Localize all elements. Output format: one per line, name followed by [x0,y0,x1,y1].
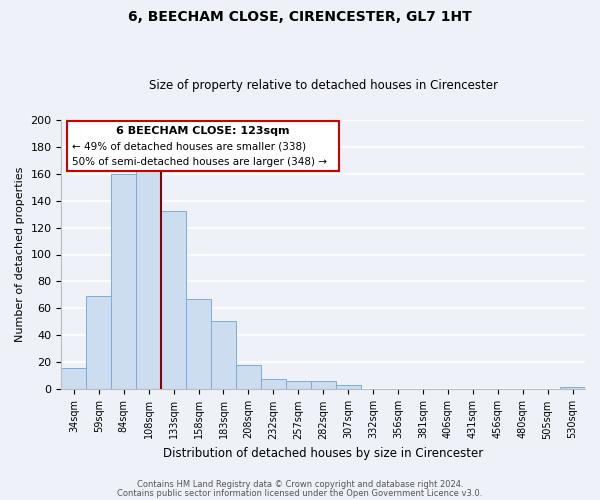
Title: Size of property relative to detached houses in Cirencester: Size of property relative to detached ho… [149,79,498,92]
Bar [186,299,211,390]
Text: Contains HM Land Registry data © Crown copyright and database right 2024.: Contains HM Land Registry data © Crown c… [137,480,463,489]
Bar [560,386,585,390]
Bar [286,382,311,390]
X-axis label: Distribution of detached houses by size in Cirencester: Distribution of detached houses by size … [163,447,484,460]
Bar [86,296,111,390]
Text: ← 49% of detached houses are smaller (338): ← 49% of detached houses are smaller (33… [72,142,306,152]
Bar [311,382,335,390]
Text: 6 BEECHAM CLOSE: 123sqm: 6 BEECHAM CLOSE: 123sqm [116,126,290,136]
Bar [111,174,136,390]
Bar [261,378,286,390]
Bar [335,386,361,390]
Y-axis label: Number of detached properties: Number of detached properties [15,167,25,342]
Bar [236,365,261,390]
Text: 6, BEECHAM CLOSE, CIRENCESTER, GL7 1HT: 6, BEECHAM CLOSE, CIRENCESTER, GL7 1HT [128,10,472,24]
Bar [61,368,86,390]
Bar [136,170,161,390]
Text: Contains public sector information licensed under the Open Government Licence v3: Contains public sector information licen… [118,490,482,498]
Bar [211,320,236,390]
Text: 50% of semi-detached houses are larger (348) →: 50% of semi-detached houses are larger (… [72,157,327,167]
Bar [161,212,186,390]
FancyBboxPatch shape [67,121,339,171]
